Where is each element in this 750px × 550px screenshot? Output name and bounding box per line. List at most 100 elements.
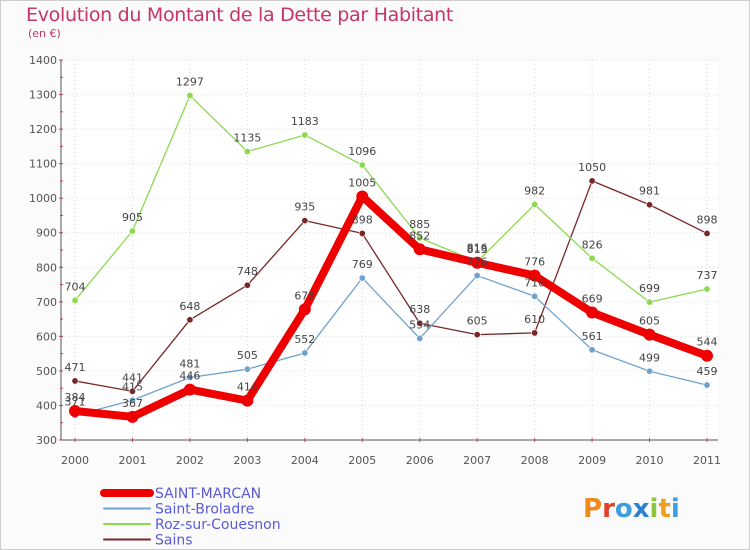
data-point: [243, 281, 251, 289]
data-label: 981: [639, 185, 660, 198]
y-tick-label: 900: [36, 227, 57, 240]
data-label: 471: [65, 361, 86, 374]
data-label: 441: [122, 371, 143, 384]
data-point: [241, 394, 254, 407]
series-line: [74, 180, 708, 392]
data-label: 384: [65, 391, 86, 404]
data-point: [413, 243, 426, 256]
series-sains: [71, 177, 711, 395]
data-label: 1135: [233, 132, 261, 145]
data-point: [186, 373, 194, 381]
data-point: [703, 381, 711, 389]
data-point: [531, 329, 539, 337]
series-saint-marcan: [69, 190, 713, 423]
data-labels: 471 441 648 748 935 898 638 605 610 1050 981 898 704…: [65, 76, 718, 410]
y-tick-label: 1200: [29, 123, 57, 136]
x-tick-label: 2004: [291, 454, 319, 467]
data-point: [128, 227, 136, 235]
data-label: 905: [122, 211, 143, 224]
x-tick-label: 2010: [636, 454, 664, 467]
data-point: [586, 306, 599, 319]
data-point: [531, 200, 539, 208]
data-label: 704: [65, 280, 86, 293]
legend: SAINT-MARCANSaint-BroladreRoz-sur-Couesn…: [100, 486, 281, 549]
data-label: 552: [294, 333, 315, 346]
data-label: 898: [352, 213, 373, 226]
data-label: 605: [639, 315, 660, 328]
data-point: [643, 328, 656, 341]
x-tick-label: 2003: [233, 454, 261, 467]
data-point: [588, 254, 596, 262]
data-label: 414: [237, 381, 258, 394]
series: [69, 92, 713, 423]
data-point: [126, 410, 139, 423]
data-label: 1005: [348, 176, 376, 189]
x-tick-label: 2008: [521, 454, 549, 467]
data-point: [243, 148, 251, 156]
data-label: 446: [179, 370, 200, 383]
data-label: 885: [409, 218, 430, 231]
data-label: 737: [697, 269, 718, 282]
data-point: [531, 292, 539, 300]
data-point: [183, 383, 196, 396]
data-point: [243, 365, 251, 373]
data-label: 678: [294, 289, 315, 302]
y-tick-label: 1100: [29, 158, 57, 171]
data-label: 594: [409, 318, 430, 331]
data-point: [416, 334, 424, 342]
data-point: [416, 234, 424, 242]
data-point: [69, 404, 81, 417]
data-point: [186, 92, 194, 100]
data-label: 1050: [578, 161, 606, 174]
y-tick-label: 500: [36, 365, 57, 378]
data-label: 813: [467, 243, 488, 256]
chart-title: Evolution du Montant de la Dette par Hab…: [26, 4, 454, 26]
axes: 300 400 500 600 700 800 900 1000 1100 1200 1300 140…: [29, 54, 721, 467]
y-tick-label: 1300: [29, 89, 57, 102]
data-label: 716: [524, 276, 545, 289]
data-label: 1297: [176, 76, 204, 89]
data-label: 610: [524, 313, 545, 326]
data-point: [588, 346, 596, 354]
y-tick-label: 1400: [29, 54, 57, 67]
data-point: [528, 269, 541, 282]
data-label: 816: [467, 242, 488, 255]
data-label: 669: [582, 293, 603, 306]
x-tick-label: 2002: [176, 454, 204, 467]
data-point: [301, 131, 309, 139]
svg-text:Proxiti: Proxiti: [583, 494, 680, 524]
series-line: [71, 192, 711, 421]
x-tick-label: 2011: [693, 454, 721, 467]
series-saint-broladre: [71, 272, 711, 419]
data-point: [128, 396, 136, 404]
y-tick-label: 300: [36, 434, 57, 447]
x-tick-label: 2000: [61, 454, 89, 467]
chart-unit-label: (en €): [28, 27, 61, 40]
data-label: 638: [409, 303, 430, 316]
data-point: [473, 272, 481, 280]
data-point: [416, 319, 424, 327]
legend-label: Sains: [155, 533, 193, 549]
data-point: [703, 285, 711, 293]
data-point: [646, 201, 654, 209]
y-tick-label: 800: [36, 261, 57, 274]
data-point: [71, 296, 79, 304]
data-point: [301, 217, 309, 225]
x-tick-label: 2006: [406, 454, 434, 467]
legend-label: Saint-Broladre: [155, 502, 254, 518]
x-tick-label: 2005: [348, 454, 376, 467]
data-point: [473, 331, 481, 339]
x-tick-label: 2007: [463, 454, 491, 467]
data-point: [298, 303, 311, 316]
data-label: 481: [179, 357, 200, 370]
data-point: [588, 177, 596, 185]
data-point: [358, 229, 366, 237]
proxiti-logo: Proxiti: [583, 494, 680, 524]
data-label: 898: [697, 213, 718, 226]
data-label: 1096: [348, 145, 376, 158]
data-point: [301, 349, 309, 357]
data-label: 648: [179, 300, 200, 313]
data-point: [471, 256, 484, 269]
y-tick-label: 400: [36, 399, 57, 412]
